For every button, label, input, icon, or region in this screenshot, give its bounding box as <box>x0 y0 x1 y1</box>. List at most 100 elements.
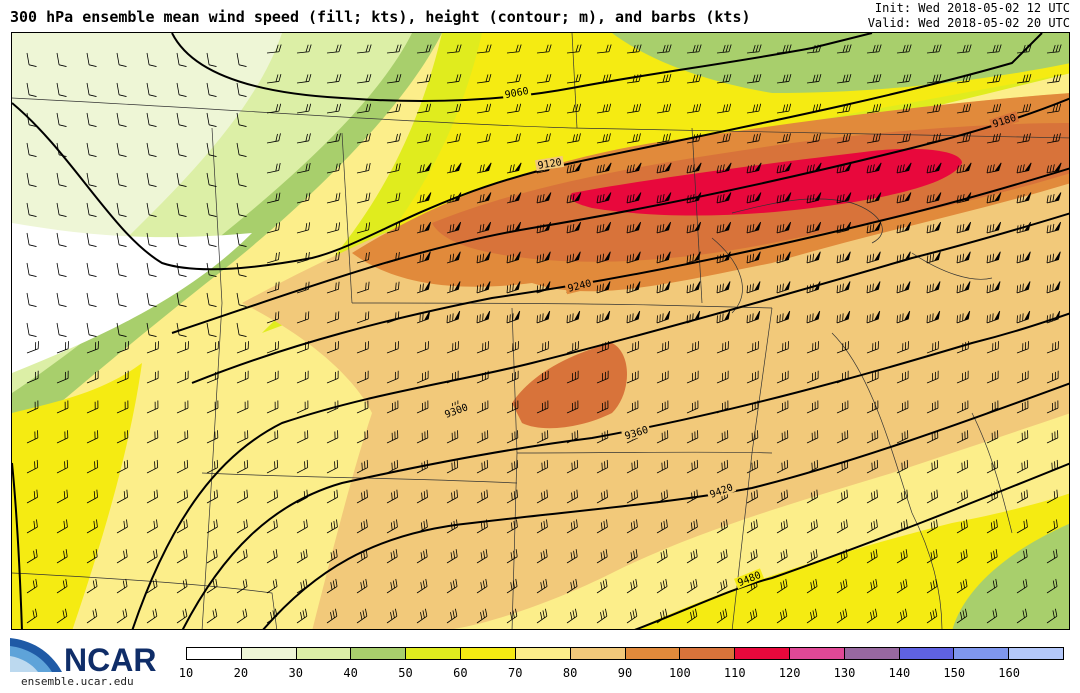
colorbar-tick-160: 160 <box>998 666 1020 680</box>
wind-barb-233 <box>716 221 732 234</box>
wind-barb-294 <box>446 281 461 294</box>
wind-barb-132 <box>836 133 851 144</box>
wind-barb-483 <box>866 430 879 444</box>
wind-barb-568 <box>266 519 278 534</box>
wind-barb-632 <box>86 578 98 594</box>
wind-barb-345 <box>926 310 941 324</box>
wind-barb-224 <box>446 221 462 234</box>
wind-barb-638 <box>266 578 278 594</box>
wind-barb-203 <box>866 192 882 204</box>
wind-barb-92 <box>686 103 702 114</box>
colorbar-boxes <box>186 647 1064 660</box>
wind-barb-302 <box>686 281 701 294</box>
wind-barb-438 <box>566 400 579 414</box>
wind-barb-585 <box>776 519 788 534</box>
wind-barb-596 <box>56 549 68 564</box>
wind-barb-363 <box>416 341 429 354</box>
colorbar-tick-120: 120 <box>778 666 801 680</box>
wind-barb-321 <box>206 322 217 337</box>
wind-barb-317 <box>86 322 97 337</box>
wind-barb-275 <box>926 251 941 264</box>
wind-barb-112 <box>236 142 247 157</box>
wind-barb-602 <box>236 549 248 564</box>
wind-barb-563 <box>116 519 128 534</box>
wind-barb-421 <box>56 400 69 414</box>
wind-barb-86 <box>506 103 522 114</box>
wind-barb-642 <box>386 578 398 594</box>
colorbar-tick-90: 90 <box>617 666 633 680</box>
wind-barb-392 <box>236 370 249 384</box>
wind-barb-308 <box>866 281 881 294</box>
wind-barb-82 <box>386 103 402 114</box>
wind-barb-389 <box>146 370 159 384</box>
wind-barb-645 <box>476 578 488 594</box>
wind-barb-117 <box>386 133 401 144</box>
wind-barb-492 <box>86 459 99 474</box>
wind-barb-198 <box>716 192 732 204</box>
wind-barb-253 <box>266 251 280 264</box>
colorbar: 10 20 30 40 50 60 70 80 90 100 110 120 130 140 150 160 <box>179 647 1064 693</box>
colorbar-tick-30: 30 <box>288 666 303 680</box>
wind-barb-193 <box>566 192 582 204</box>
wind-barb-65 <box>926 73 942 84</box>
wind-barb-21 <box>656 44 672 54</box>
wind-barb-77 <box>236 112 247 127</box>
wind-barb-74 <box>146 112 157 127</box>
wind-barb-558 <box>1016 489 1028 504</box>
wind-barb-76 <box>206 112 217 127</box>
wind-barb-542 <box>536 489 548 504</box>
wind-barb-462 <box>236 430 249 444</box>
wind-barb-217 <box>236 232 247 247</box>
wind-barb-376 <box>806 341 819 354</box>
wind-barb-154 <box>446 162 462 174</box>
wind-barb-607 <box>386 549 398 564</box>
wind-barb-671 <box>206 608 218 624</box>
wind-barb-183 <box>266 192 281 204</box>
wind-barb-603 <box>266 549 278 564</box>
wind-barb-694 <box>896 608 908 624</box>
wind-barb-215 <box>176 232 187 247</box>
wind-barb-46 <box>356 73 372 84</box>
wind-barb-636 <box>206 578 218 594</box>
wind-barb-91 <box>656 103 672 114</box>
wind-barb-676 <box>356 608 368 624</box>
wind-barb-446 <box>806 400 819 414</box>
wind-barb-244 <box>1046 221 1062 234</box>
colorbar-box-6 <box>514 648 570 659</box>
wind-barb-556 <box>956 489 968 504</box>
wind-barb-668 <box>116 608 128 624</box>
political-boundaries <box>12 33 1069 629</box>
wind-barb-39 <box>146 82 157 97</box>
wind-barb-231 <box>656 221 672 234</box>
wind-barb-158 <box>566 162 582 174</box>
wind-barb-432 <box>386 400 399 414</box>
wind-barb-374 <box>746 341 759 354</box>
wind-barb-331 <box>506 310 521 324</box>
wind-barb-121 <box>506 133 521 144</box>
wind-barb-472 <box>536 430 549 444</box>
wind-barb-161 <box>656 162 672 174</box>
wind-barb-604 <box>296 549 308 564</box>
wind-barb-541 <box>506 489 518 504</box>
wind-barb-612 <box>536 549 548 564</box>
wind-barb-590 <box>926 519 938 534</box>
wind-barb-10 <box>326 44 342 54</box>
wind-barb-444 <box>746 400 759 414</box>
wind-barb-387 <box>86 370 99 384</box>
wind-barb-218 <box>266 222 281 234</box>
wind-barb-70 <box>26 112 37 127</box>
wind-barb-342 <box>836 310 851 324</box>
wind-barb-353 <box>116 341 129 354</box>
wind-barb-371 <box>656 341 669 354</box>
wind-barb-571 <box>356 519 368 534</box>
colorbar-tick-140: 140 <box>888 666 911 680</box>
wind-barb-2 <box>86 52 97 67</box>
wind-barb-605 <box>326 549 338 564</box>
wind-barb-6 <box>206 52 217 67</box>
wind-barb-680 <box>476 608 488 624</box>
contour-west-edge <box>12 462 23 629</box>
wind-barb-506 <box>506 459 519 474</box>
wind-barb-323 <box>266 311 280 324</box>
wind-barb-212 <box>86 232 97 247</box>
wind-barb-572 <box>386 519 398 534</box>
